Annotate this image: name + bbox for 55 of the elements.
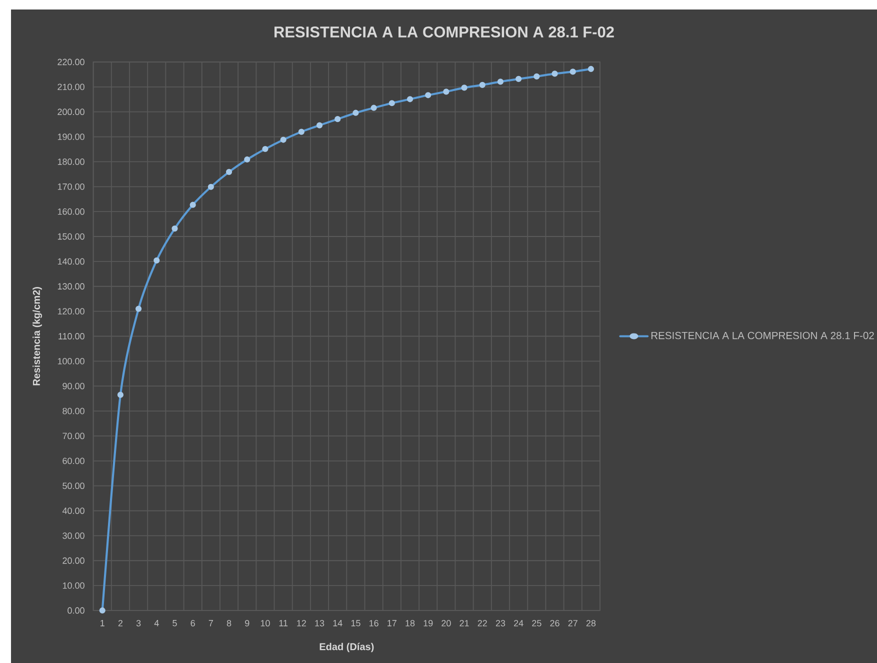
x-tick-label: 13 — [315, 620, 324, 626]
x-tick-label: 17 — [388, 620, 396, 626]
x-tick-label: 18 — [406, 620, 415, 626]
x-axis-title: Edad (Días) — [320, 642, 374, 652]
y-tick-label: 100.00 — [58, 358, 84, 364]
y-tick-label: 40.00 — [62, 508, 84, 514]
x-tick-label: 19 — [424, 620, 433, 626]
y-tick-label: 210.00 — [58, 84, 84, 90]
y-axis-title: Resistencia (kg/cm2) — [32, 287, 42, 386]
x-tick-label: 9 — [245, 620, 250, 626]
y-tick-label: 180.00 — [58, 158, 84, 165]
x-tick-label: 25 — [532, 620, 542, 626]
x-tick-label: 22 — [478, 620, 487, 626]
y-tick-label: 200.00 — [58, 108, 84, 116]
chart-title: RESISTENCIA A LA COMPRESION A 28.1 F-02 — [274, 26, 614, 38]
y-tick-label: 90.00 — [62, 382, 84, 390]
y-tick-label: 190.00 — [58, 134, 84, 140]
x-tick-label: 8 — [226, 620, 232, 626]
y-tick-label: 80.00 — [62, 408, 84, 414]
y-tick-label: 70.00 — [62, 432, 84, 440]
x-tick-label: 1 — [100, 620, 104, 626]
x-tick-label: 12 — [297, 620, 306, 626]
x-tick-label: 4 — [154, 620, 159, 626]
x-tick-label: 14 — [333, 620, 342, 626]
y-tick-label: 50.00 — [62, 482, 84, 490]
x-tick-label: 16 — [369, 620, 378, 626]
y-tick-label: 30.00 — [62, 532, 84, 539]
x-tick-label: 10 — [260, 620, 270, 626]
x-tick-label: 5 — [172, 620, 177, 626]
y-tick-label: 60.00 — [62, 458, 84, 464]
y-tick-label: 0.00 — [68, 607, 84, 614]
y-tick-label: 120.00 — [58, 308, 84, 314]
x-tick-label: 23 — [496, 620, 506, 626]
y-tick-label: 130.00 — [58, 283, 84, 290]
y-tick-label: 220.00 — [58, 58, 84, 66]
x-tick-label: 28 — [586, 620, 596, 626]
x-tick-label: 27 — [568, 620, 578, 626]
x-tick-label: 15 — [351, 620, 360, 626]
y-tick-label: 150.00 — [58, 233, 84, 240]
y-tick-label: 20.00 — [62, 557, 84, 564]
y-tick-label: 160.00 — [58, 208, 84, 215]
x-tick-label: 24 — [514, 620, 524, 626]
x-tick-label: 3 — [136, 620, 141, 626]
y-tick-label: 170.00 — [58, 183, 84, 190]
x-tick-label: 11 — [279, 620, 288, 626]
x-tick-label: 20 — [442, 620, 451, 626]
x-tick-label: 2 — [118, 620, 122, 626]
x-tick-label: 7 — [208, 620, 213, 626]
y-tick-label: 10.00 — [62, 582, 84, 589]
y-tick-label: 140.00 — [58, 258, 84, 265]
x-tick-label: 6 — [190, 620, 195, 626]
x-tick-label: 21 — [460, 620, 469, 626]
y-tick-label: 110.00 — [58, 333, 84, 340]
x-tick-label: 26 — [550, 620, 560, 626]
legend-label: RESISTENCIA A LA COMPRESION A 28.1 F-02 — [651, 332, 874, 340]
